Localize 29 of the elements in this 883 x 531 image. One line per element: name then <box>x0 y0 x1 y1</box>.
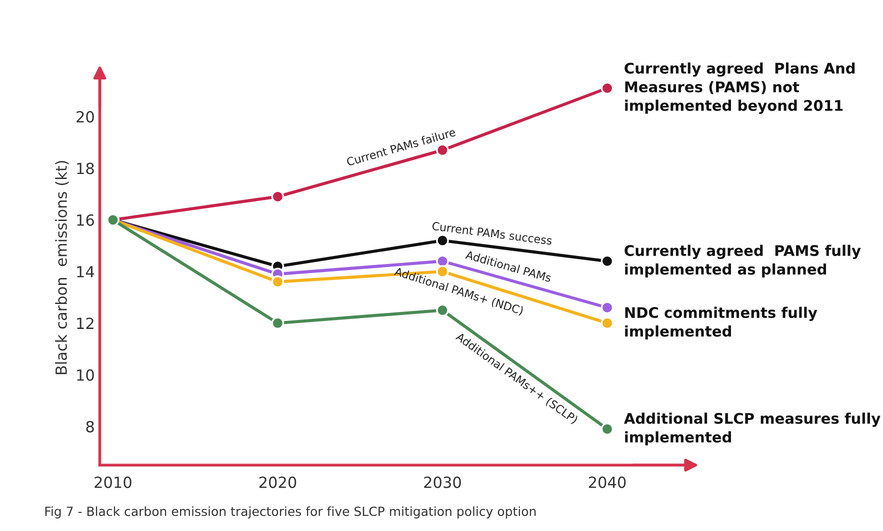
y-tick-label: 12 <box>77 318 94 329</box>
y-tick-label: 16 <box>77 214 94 226</box>
annotation: Currently agreed Plans And Measures (PAMS) not implemented beyond 2011 <box>624 62 855 114</box>
point <box>271 316 284 330</box>
x-tick-label: 2030 <box>424 476 461 488</box>
y-tick-label: 10 <box>77 369 94 381</box>
y-axis-title: Black carbon emissions (kt) <box>55 160 69 374</box>
point <box>600 422 614 436</box>
text: Current PAMs success <box>432 222 552 245</box>
annotation: Currently agreed PAMS fully implemented as planned <box>624 244 861 278</box>
y-tick-label: 18 <box>77 162 94 174</box>
point <box>600 82 614 95</box>
y-tick-label: 14 <box>77 266 94 278</box>
point <box>436 304 449 317</box>
x-tick-label: 2040 <box>588 476 626 488</box>
annotation: NDC commitments fully implemented <box>625 306 818 340</box>
point <box>271 190 284 204</box>
x-tick-label: 2020 <box>259 476 296 488</box>
y-tick-label: 8 <box>86 420 94 432</box>
annotation: Additional SLCP measures fully implemented <box>624 412 880 446</box>
point <box>600 301 614 314</box>
point <box>271 275 284 288</box>
point <box>600 254 614 268</box>
text: Current PAMs failure <box>346 128 456 166</box>
point <box>600 316 614 330</box>
caption: Fig 7 - Black carbon emission trajectories for five SLCP mitigation policy option <box>45 506 536 518</box>
y-tick-label: 20 <box>76 111 94 123</box>
point <box>436 234 449 247</box>
x-tick-label: 2010 <box>94 476 132 488</box>
